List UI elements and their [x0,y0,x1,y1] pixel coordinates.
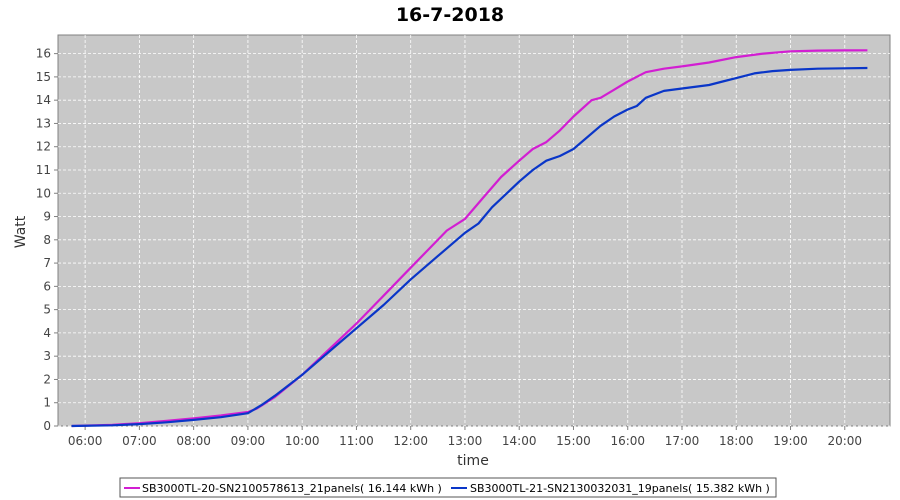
y-tick-label: 7 [43,256,51,270]
x-tick-label: 11:00 [339,434,374,448]
x-tick-label: 20:00 [827,434,862,448]
y-tick-label: 14 [36,93,51,107]
x-tick-label: 07:00 [122,434,157,448]
x-tick-label: 12:00 [393,434,428,448]
x-tick-label: 13:00 [448,434,483,448]
y-tick-label: 8 [43,233,51,247]
y-tick-label: 9 [43,210,51,224]
y-tick-label: 3 [43,349,51,363]
legend-label-0: SB3000TL-20-SN2100578613_21panels( 16.14… [142,482,442,495]
x-tick-label: 18:00 [719,434,754,448]
y-axis-label: Watt [13,215,29,248]
x-tick-label: 06:00 [68,434,103,448]
grid [58,35,890,427]
plot-area [57,34,891,427]
chart-title: 16-7-2018 [396,4,504,26]
x-tick-label: 14:00 [502,434,537,448]
y-tick-label: 16 [36,47,51,61]
x-tick-label: 09:00 [231,434,266,448]
y-tick-label: 2 [43,372,51,386]
y-tick-label: 1 [43,396,51,410]
x-tick-label: 16:00 [610,434,645,448]
y-tick-label: 13 [36,116,51,130]
x-tick-label: 15:00 [556,434,591,448]
y-tick-label: 0 [43,419,51,433]
y-tick-label: 12 [36,140,51,154]
series-line-1 [71,66,868,428]
y-tick-label: 10 [36,186,51,200]
x-axis-label: time [457,453,489,469]
y-tick-label: 11 [36,163,51,177]
x-tick-label: 10:00 [285,434,320,448]
x-tick-label: 08:00 [176,434,211,448]
y-tick-label: 15 [36,70,51,84]
x-tick-label: 17:00 [665,434,700,448]
legend: SB3000TL-20-SN2100578613_21panels( 16.14… [119,477,777,498]
y-tick-label: 4 [43,326,51,340]
legend-box [119,477,777,498]
legend-label-1: SB3000TL-21-SN2130032031_19panels( 15.38… [470,482,770,495]
y-tick-label: 5 [43,303,51,317]
series-layer [71,49,868,428]
axes: 06:00 07:00 08:00 09:00 10:00 11:00 12:00 13:00… [36,47,862,448]
x-tick-label: 19:00 [773,434,808,448]
y-tick-label: 6 [43,279,51,293]
